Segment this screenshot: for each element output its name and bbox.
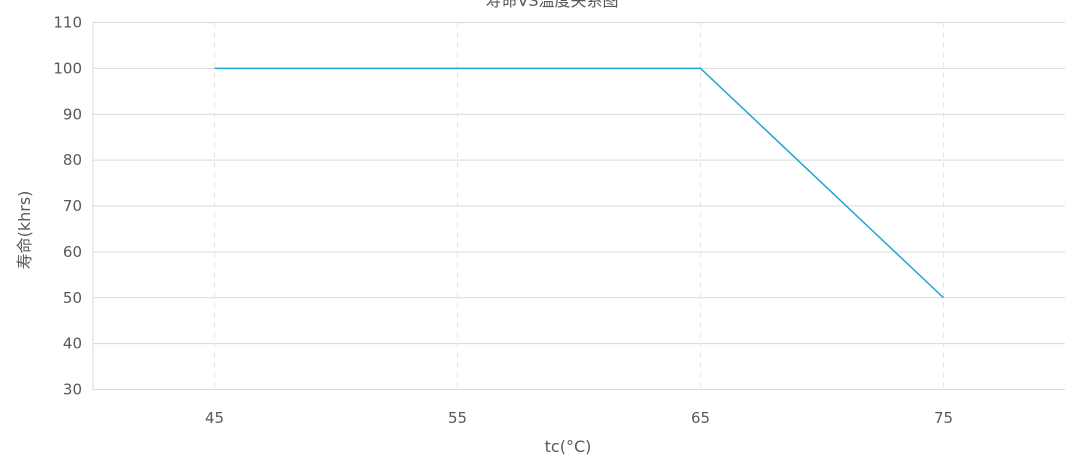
x-tick-label: 55 [448, 409, 467, 427]
y-tick-label: 110 [53, 14, 82, 32]
series-line [214, 67, 945, 299]
y-tick-label: 100 [53, 59, 82, 77]
y-axis-title: 寿命(khrs) [15, 191, 34, 270]
y-tick-label: 70 [63, 197, 82, 215]
y-tick-label: 80 [63, 151, 82, 169]
y-tick-label: 50 [63, 289, 82, 307]
y-tick-label: 30 [63, 381, 82, 399]
y-tick-label: 90 [63, 105, 82, 123]
x-tick-label: 65 [691, 409, 710, 427]
x-tick-label: 45 [205, 409, 224, 427]
y-tick-label: 40 [63, 335, 82, 353]
x-axis-title: tc(°C) [545, 437, 592, 455]
vertical-gridlines [214, 22, 944, 390]
chart-title: 寿命VS温度关系图 [485, 0, 618, 10]
x-tick-label: 75 [934, 409, 953, 427]
y-tick-label: 60 [63, 243, 82, 261]
y-axis-ticks: 30 40 50 60 70 80 90 100 110 [53, 14, 82, 399]
x-axis-ticks: 45 55 65 75 [205, 409, 953, 427]
series-group [214, 67, 945, 299]
horizontal-gridlines [92, 22, 1065, 390]
